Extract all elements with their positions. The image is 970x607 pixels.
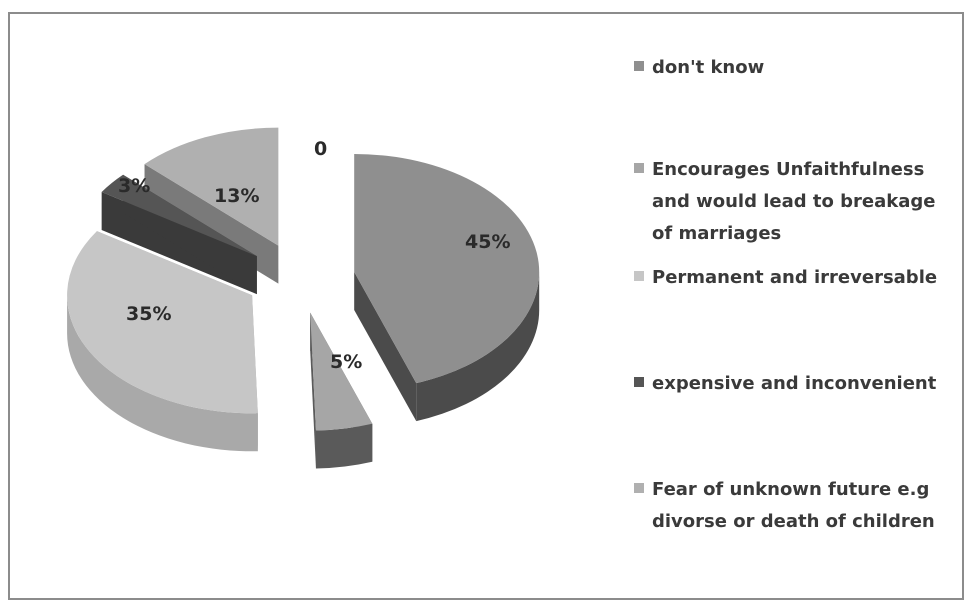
pie-slice-dont-know — [354, 154, 540, 422]
slice-label-fear-of-unknown-future: 13% — [214, 185, 259, 207]
pie-slice-cut — [354, 272, 417, 422]
legend-swatch — [634, 271, 644, 281]
pie-slice-top — [144, 127, 279, 246]
pie-slice-expensive-inconvenient — [101, 174, 257, 295]
pie-slice-top — [67, 231, 258, 414]
slice-label-dont-know: 45% — [465, 231, 510, 253]
legend-item-permanent-irreversable: Permanent and irreversable — [634, 262, 947, 294]
pie-slice-permanent-irreversable — [67, 231, 258, 452]
legend-label: Fear of unknown future e.g divorse or de… — [652, 479, 935, 532]
legend-item-expensive-inconvenient: expensive and inconvenient — [634, 368, 947, 400]
pie-slice-top — [310, 312, 373, 431]
legend-item-encourages-unfaithfulness: Encourages Unfaithfulness and would lead… — [634, 154, 947, 250]
legend-label: expensive and inconvenient — [652, 373, 937, 394]
pie-slice-top — [101, 174, 257, 257]
legend-label: Encourages Unfaithfulness and would lead… — [652, 159, 936, 244]
legend-swatch — [634, 163, 644, 173]
slice-label-permanent-irreversable: 35% — [126, 303, 171, 325]
legend-swatch — [634, 483, 644, 493]
legend-swatch — [634, 377, 644, 387]
pie-slice-top — [354, 154, 540, 384]
legend-label: don't know — [652, 57, 765, 78]
legend-item-fear-of-unknown-future: Fear of unknown future e.g divorse or de… — [634, 474, 947, 538]
legend-label: Permanent and irreversable — [652, 267, 938, 288]
slice-label-expensive-inconvenient: 3% — [118, 175, 150, 197]
slice-label-encourages-unfaithfulness: 5% — [330, 351, 362, 373]
legend-swatch — [634, 61, 644, 71]
pie-slice-encourages-unfaithfulness — [310, 312, 373, 469]
pie-slice-side — [67, 295, 258, 452]
pie-slices — [67, 127, 540, 469]
pie-slice-side — [416, 272, 540, 422]
slice-label-zero: 0 — [314, 138, 327, 160]
pie-slice-cut — [310, 312, 316, 469]
legend-item-dont-know: don't know — [634, 52, 947, 84]
